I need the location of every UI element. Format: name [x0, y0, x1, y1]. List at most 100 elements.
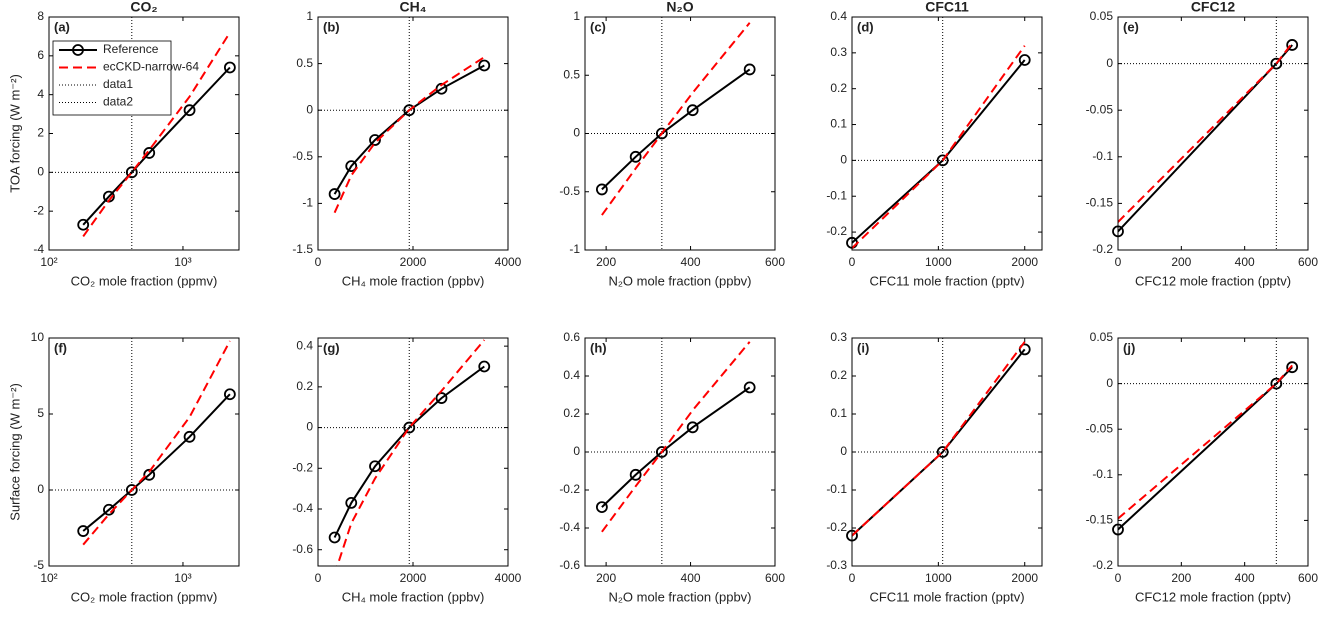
y-tick-label: -2 — [33, 203, 44, 217]
x-tick-label: 0 — [1115, 571, 1122, 585]
legend-label: Reference — [103, 42, 159, 56]
x-tick-label: 600 — [765, 255, 785, 269]
axes-box — [48, 337, 240, 567]
model-line — [601, 341, 751, 533]
marker — [478, 59, 491, 72]
marker — [143, 147, 156, 159]
y-tick-label: -0.15 — [1086, 513, 1114, 527]
y-tick-label: -0.5 — [559, 184, 580, 198]
panel-label: (c) — [590, 19, 606, 34]
marker — [686, 421, 699, 434]
panel-label: (j) — [1123, 340, 1135, 355]
y-tick-label: 0 — [1106, 376, 1113, 390]
y-tick-label: 0 — [306, 420, 313, 434]
model-line — [601, 22, 751, 216]
y-tick-label: -0.4 — [292, 501, 313, 515]
marker — [403, 104, 416, 117]
x-axis-label: N₂O mole fraction (ppbv) — [608, 273, 751, 288]
marker — [183, 104, 196, 117]
y-tick-label: -0.2 — [826, 224, 847, 238]
y-tick-label: 0 — [840, 153, 847, 167]
y-axis-label: TOA forcing (W m⁻²) — [7, 74, 22, 193]
y-tick-label: -5 — [33, 558, 44, 572]
x-tick-label: 4000 — [495, 255, 522, 269]
y-tick-label: -0.6 — [292, 542, 313, 556]
marker — [125, 484, 138, 496]
y-tick-label: 0.3 — [830, 45, 847, 59]
x-axis-label: CO₂ mole fraction (ppmv) — [71, 273, 218, 288]
y-tick-label: -0.2 — [292, 460, 313, 474]
y-tick-label: 0 — [573, 444, 580, 458]
plot-area — [585, 338, 775, 566]
axes-box — [851, 16, 1043, 251]
y-tick-label: 4 — [37, 87, 44, 101]
marker — [328, 188, 341, 200]
panel-label: (g) — [323, 340, 340, 355]
x-tick-label: 10³ — [174, 255, 191, 269]
reference-line — [852, 348, 1026, 537]
y-tick-label: 1 — [306, 9, 313, 23]
plot-area — [318, 17, 508, 250]
marker — [936, 154, 949, 167]
marker — [595, 183, 608, 196]
panel-title: CFC12 — [1191, 0, 1236, 15]
y-tick-label: 0 — [573, 126, 580, 140]
x-tick-label: 10² — [40, 571, 57, 585]
y-tick-label: 0.05 — [1090, 330, 1114, 344]
panel: -0.6 -0.4 -0.2 0 0.2 0.4 0 2000 4000 (g) CH₄ mole … — [292, 337, 522, 604]
x-tick-label: 0 — [1115, 255, 1122, 269]
marker — [1270, 377, 1283, 390]
marker — [345, 496, 358, 509]
y-axis-label: Surface forcing (W m⁻²) — [7, 383, 22, 521]
x-tick-label: 2000 — [400, 255, 427, 269]
axes-box — [584, 16, 776, 251]
x-axis-label: CFC11 mole fraction (pptv) — [869, 589, 1024, 604]
x-tick-label: 0 — [849, 255, 856, 269]
x-tick-label: 400 — [681, 571, 701, 585]
x-axis-label: CO₂ mole fraction (ppmv) — [71, 589, 218, 604]
axes-box — [48, 16, 240, 251]
marker — [1286, 39, 1299, 51]
y-tick-label: 1 — [573, 9, 580, 23]
panel-title: CH₄ — [400, 0, 427, 15]
y-tick-label: -0.05 — [1086, 421, 1114, 435]
marker — [143, 468, 156, 481]
axes-box — [1117, 337, 1309, 567]
marker — [743, 381, 756, 394]
y-tick-label: 0.2 — [563, 406, 580, 420]
marker — [478, 360, 491, 373]
x-tick-label: 200 — [1171, 571, 1191, 585]
marker — [77, 525, 90, 537]
x-tick-label: 2000 — [1011, 571, 1038, 585]
reference-line — [1118, 366, 1293, 531]
panel: -1.5 -1 -0.5 0 0.5 1 0 2000 4000 (b) CH₄ CH₄ mole f… — [292, 0, 521, 288]
legend-marker — [72, 44, 84, 56]
panel: -0.6 -0.4 -0.2 0 0.2 0.4 0.6 200 400 600 (h) N₂O mo… — [559, 330, 785, 604]
model-line — [336, 339, 486, 566]
marker — [1286, 361, 1299, 374]
y-tick-label: -0.2 — [1092, 558, 1113, 572]
x-tick-label: 400 — [681, 255, 701, 269]
x-tick-label: 10³ — [174, 571, 191, 585]
axes-box — [851, 337, 1043, 567]
x-tick-label: 10² — [40, 255, 57, 269]
model-line — [82, 340, 231, 546]
y-tick-label: 0.4 — [296, 338, 313, 352]
plot-area — [1118, 17, 1308, 250]
x-axis-label: CFC12 mole fraction (pptv) — [1135, 589, 1291, 604]
y-tick-label: -0.1 — [826, 482, 847, 496]
y-tick-label: -1 — [569, 242, 580, 256]
marker — [936, 446, 949, 458]
legend-label: data2 — [103, 95, 133, 109]
plot-area — [318, 338, 508, 566]
marker — [629, 468, 642, 481]
legend-label: data1 — [103, 77, 133, 91]
x-tick-label: 200 — [596, 255, 616, 269]
y-tick-label: -0.1 — [1092, 149, 1113, 163]
marker — [223, 61, 236, 74]
panel-label: (f) — [54, 340, 67, 355]
panel: -0.2 -0.15 -0.1 -0.05 0 0.05 0 200 400 600 (j) CFC1… — [1086, 330, 1319, 604]
x-tick-label: 600 — [1298, 255, 1318, 269]
model-line — [852, 45, 1026, 249]
x-tick-label: 400 — [1235, 571, 1255, 585]
